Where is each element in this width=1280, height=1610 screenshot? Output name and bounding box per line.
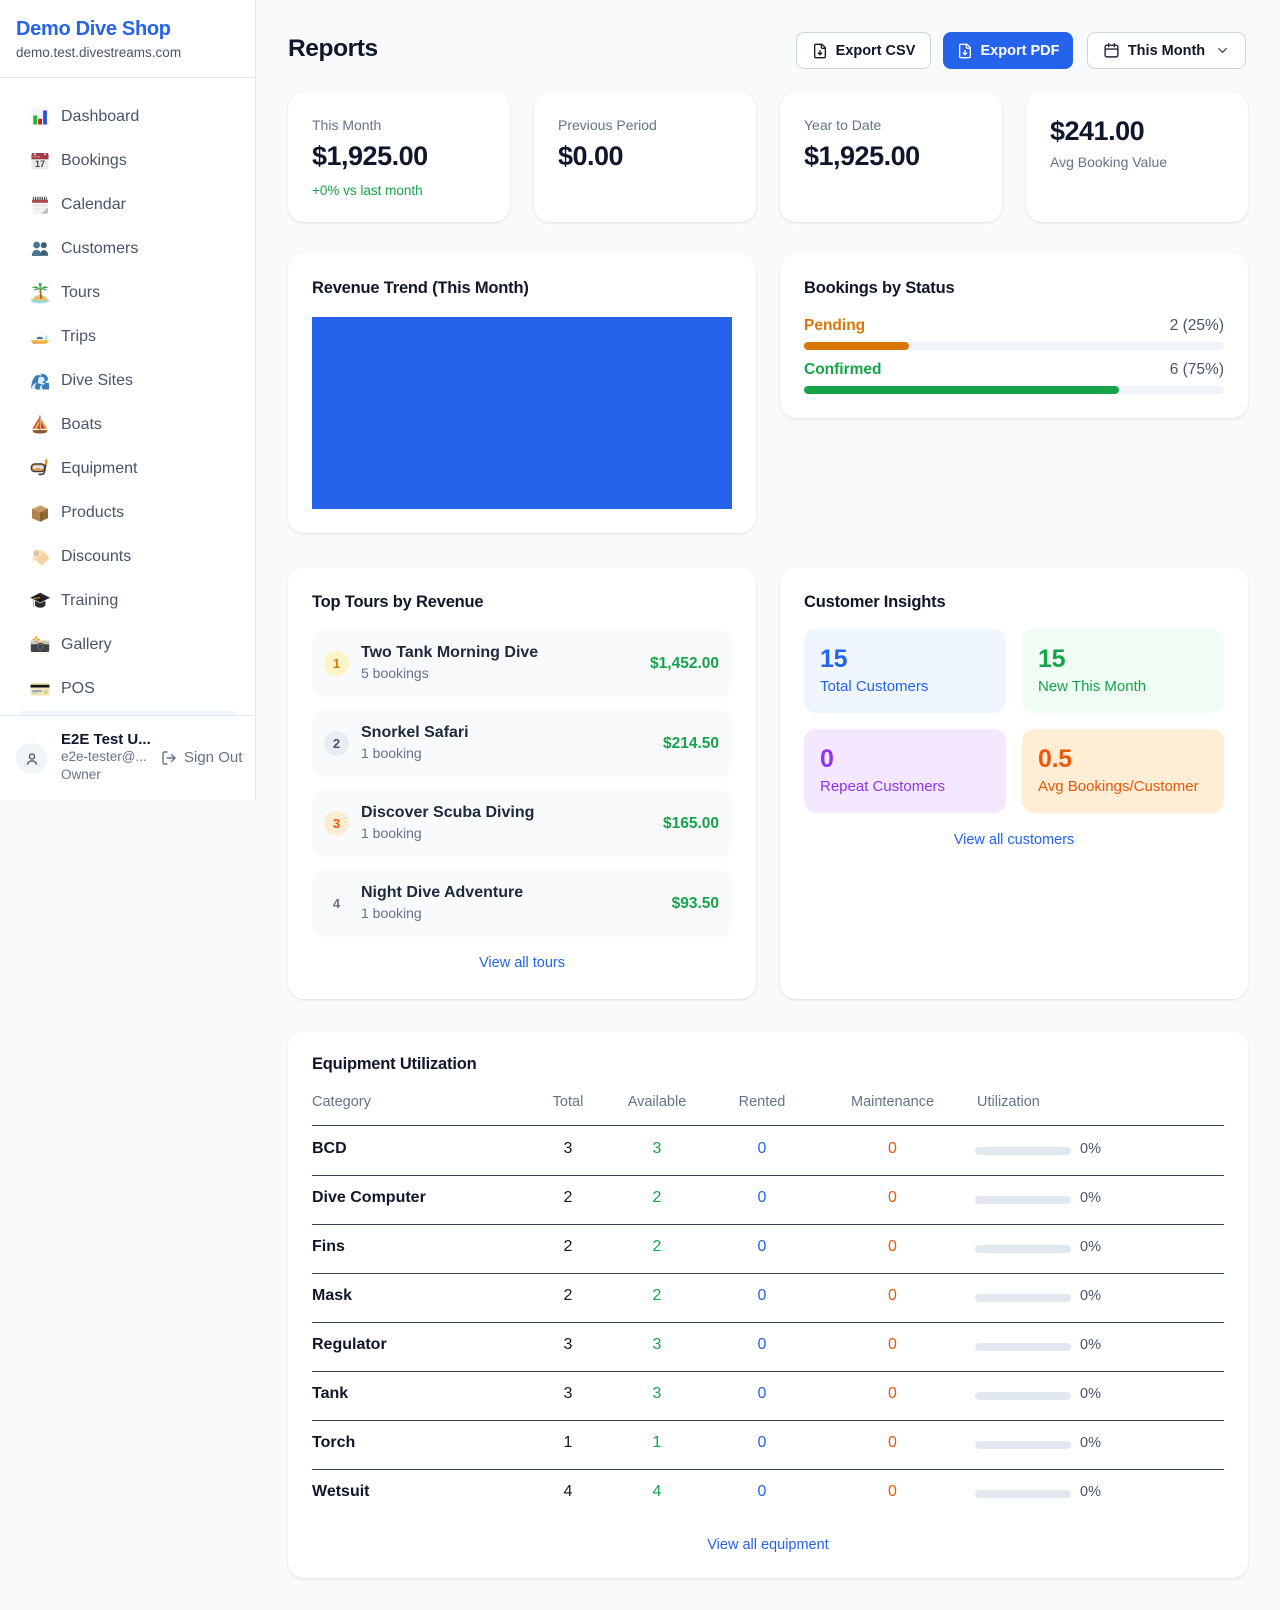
svg-text:17: 17 [35, 159, 45, 169]
